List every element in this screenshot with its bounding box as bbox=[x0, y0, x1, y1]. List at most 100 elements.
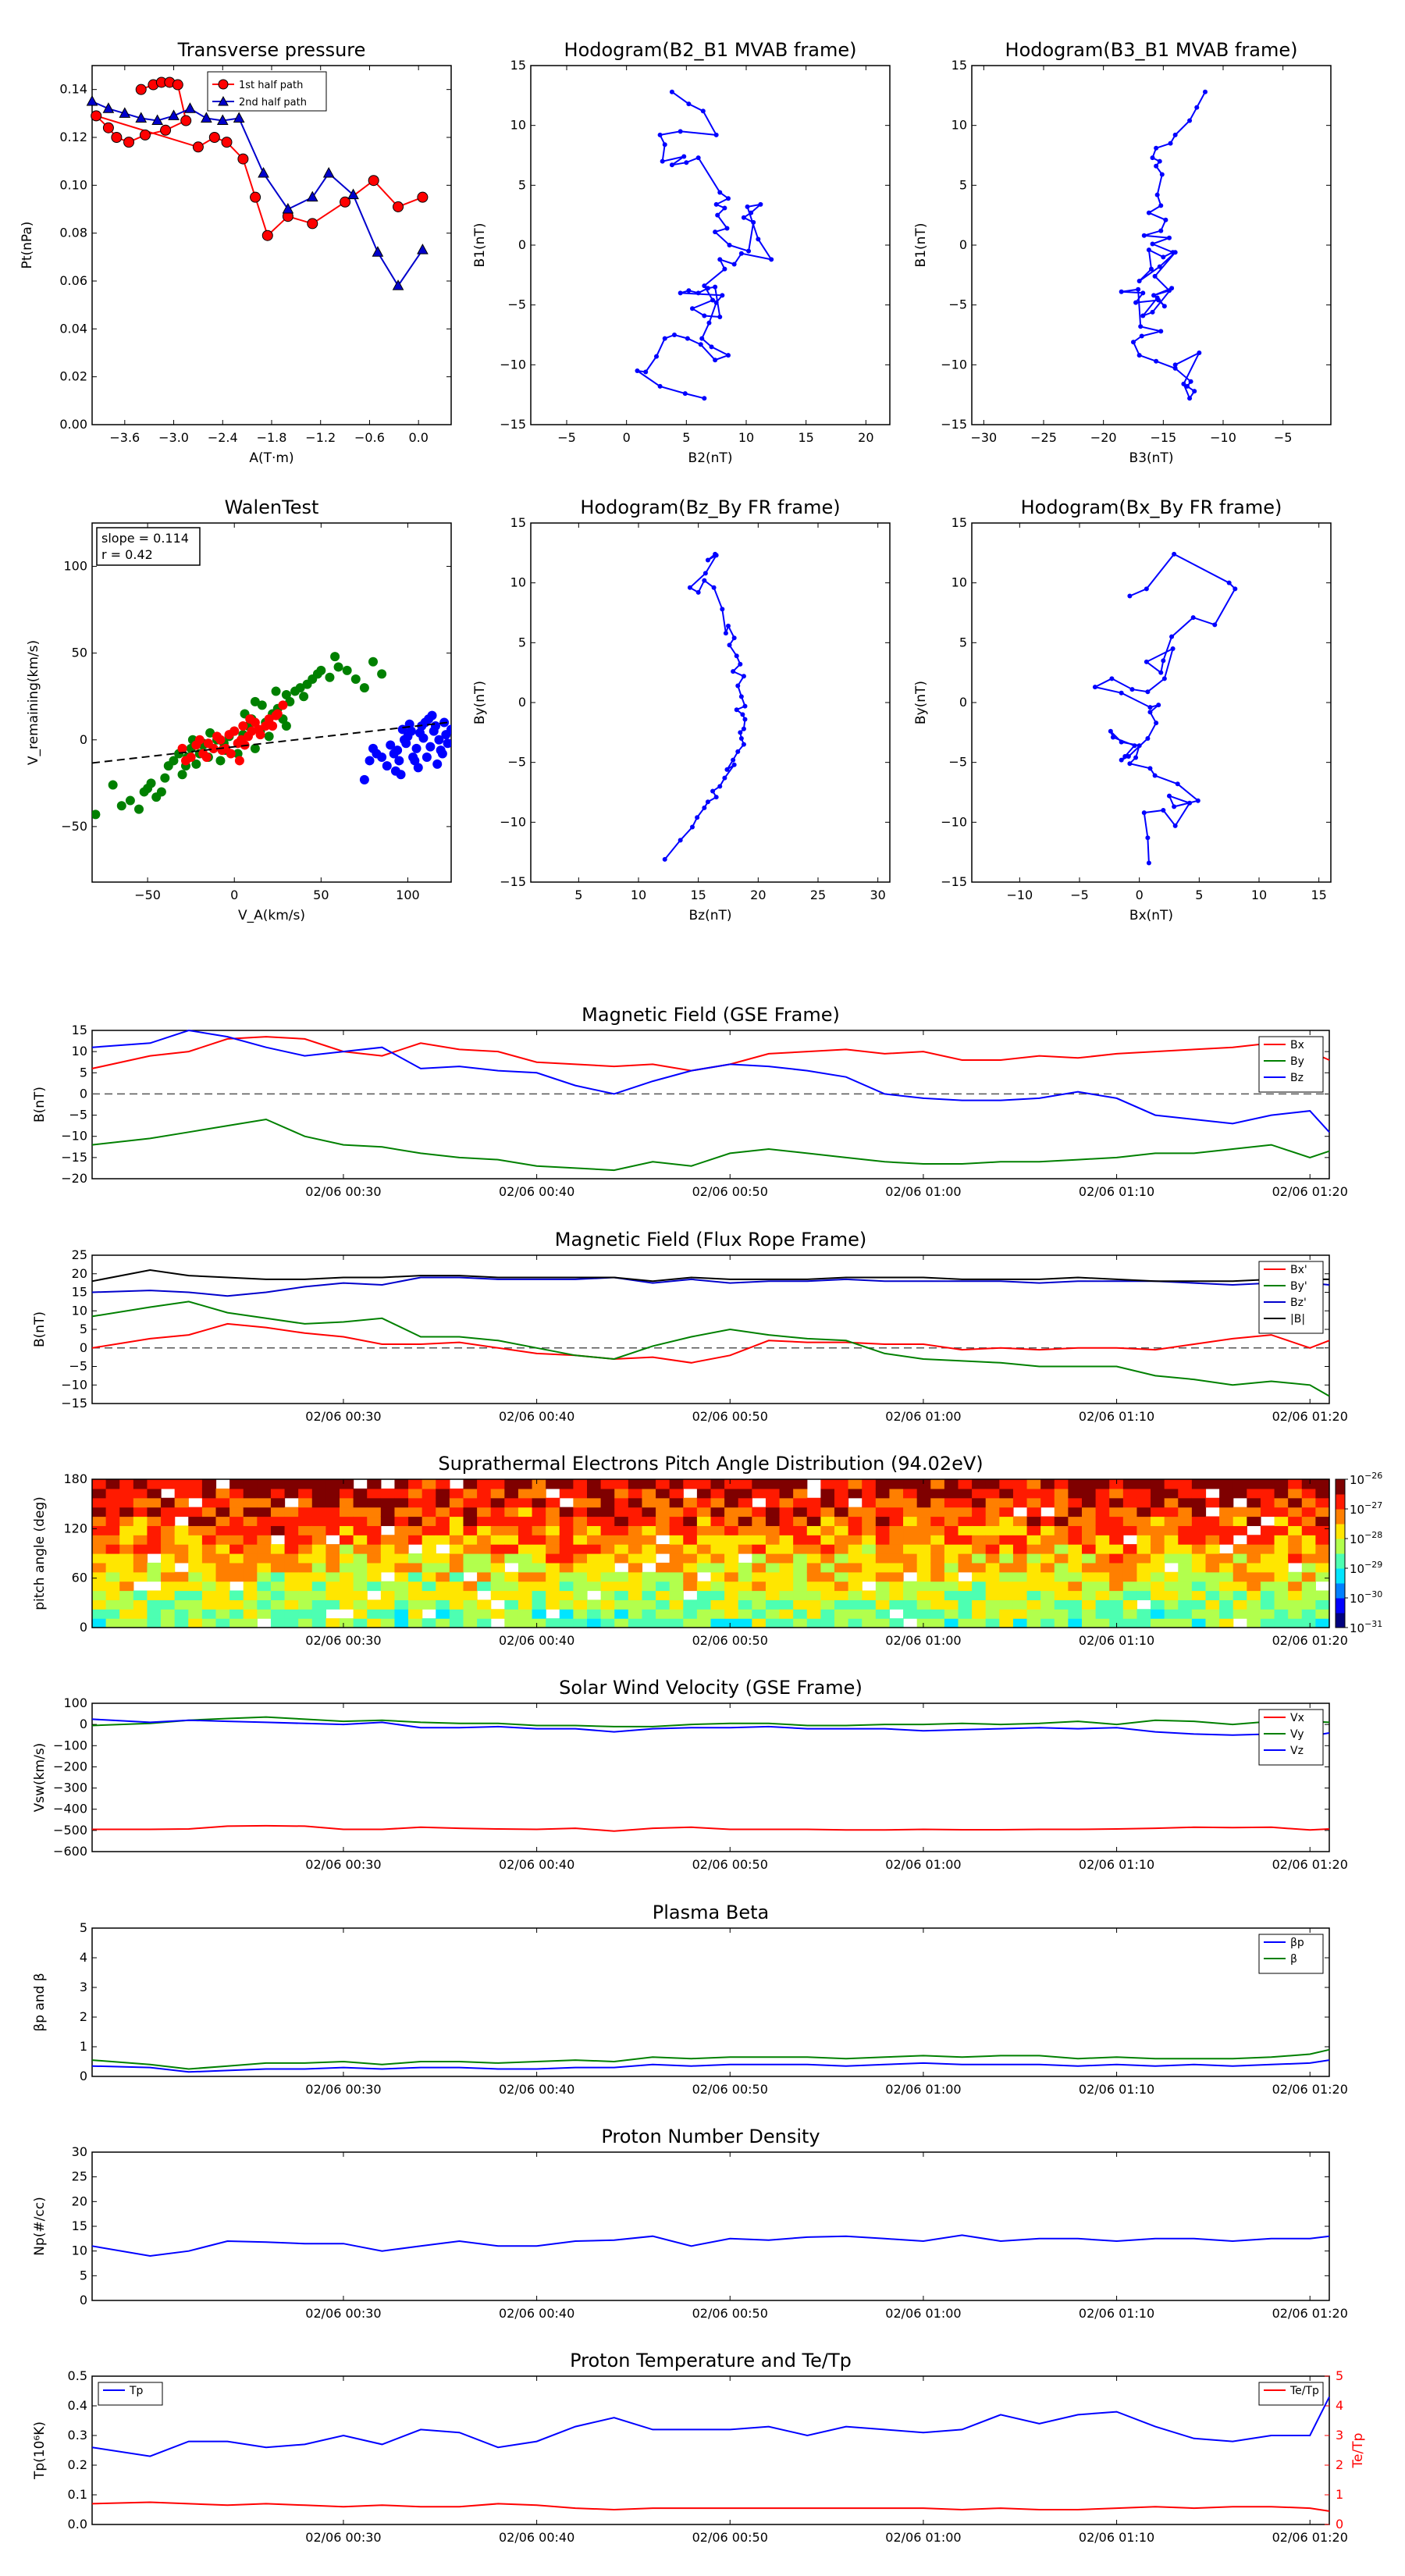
heatmap-cell bbox=[642, 1516, 656, 1526]
heatmap-cell bbox=[779, 1535, 794, 1545]
heatmap-cell bbox=[738, 1525, 752, 1535]
x-tick-label: −1.2 bbox=[305, 430, 336, 445]
series-line bbox=[91, 2059, 1330, 2073]
data-point bbox=[717, 784, 723, 789]
heatmap-cell bbox=[353, 1516, 368, 1526]
heatmap-cell bbox=[972, 1544, 987, 1554]
data-point bbox=[201, 753, 212, 762]
heatmap-cell bbox=[463, 1479, 478, 1489]
heatmap-cell bbox=[174, 1571, 189, 1582]
colorbar-segment bbox=[1336, 1550, 1345, 1554]
heatmap-cell bbox=[1164, 1488, 1179, 1499]
heatmap-cell bbox=[449, 1571, 464, 1582]
heatmap-cell bbox=[573, 1488, 588, 1499]
x-tick-label: 10 bbox=[631, 888, 646, 902]
heatmap-cell bbox=[105, 1497, 120, 1508]
heatmap-cell bbox=[1012, 1599, 1028, 1610]
heatmap-cell bbox=[229, 1609, 244, 1619]
heatmap-cell bbox=[999, 1581, 1014, 1592]
legend-box bbox=[1258, 1036, 1324, 1093]
heatmap-cell bbox=[600, 1590, 615, 1600]
heatmap-cell bbox=[1247, 1488, 1261, 1499]
heatmap-cell bbox=[215, 1553, 230, 1564]
heatmap-cell bbox=[92, 1609, 107, 1619]
heatmap-cell bbox=[311, 1488, 326, 1499]
heatmap-cell bbox=[573, 1525, 588, 1535]
heatmap-cell bbox=[683, 1581, 698, 1592]
data-point bbox=[316, 665, 326, 675]
data-point bbox=[1131, 340, 1136, 345]
heatmap-cell bbox=[765, 1553, 781, 1564]
data-point bbox=[1181, 381, 1186, 386]
data-point bbox=[1187, 118, 1193, 123]
heatmap-cell bbox=[490, 1479, 505, 1489]
data-point bbox=[116, 801, 126, 811]
data-point bbox=[92, 809, 101, 820]
data-point bbox=[365, 756, 375, 766]
plot-frame bbox=[91, 522, 452, 883]
heatmap-cell bbox=[1178, 1535, 1193, 1545]
heatmap-cell bbox=[916, 1488, 931, 1499]
heatmap-cell bbox=[683, 1535, 698, 1545]
heatmap-cell bbox=[1191, 1535, 1207, 1545]
data-point bbox=[1141, 233, 1147, 238]
heatmap-cell bbox=[656, 1571, 670, 1582]
heatmap-cell bbox=[587, 1553, 602, 1564]
data-point bbox=[662, 142, 667, 148]
y-tick-label: 0 bbox=[80, 1086, 87, 1101]
heatmap-cell bbox=[449, 1590, 464, 1600]
data-point bbox=[1092, 685, 1097, 690]
heatmap-cell bbox=[504, 1544, 519, 1554]
heatmap-cell bbox=[642, 1507, 656, 1517]
heatmap-cell bbox=[270, 1562, 286, 1573]
heatmap-cell bbox=[1191, 1507, 1207, 1517]
data-point bbox=[695, 290, 701, 296]
heatmap-cell bbox=[422, 1571, 436, 1582]
heatmap-cell bbox=[284, 1479, 299, 1489]
heatmap-cell bbox=[147, 1525, 162, 1535]
heatmap-cell bbox=[793, 1544, 808, 1554]
heatmap-cell bbox=[1260, 1599, 1275, 1610]
heatmap-cell bbox=[696, 1618, 712, 1628]
panel-title: Hodogram(B2_B1 MVAB frame) bbox=[564, 39, 857, 61]
heatmap-cell bbox=[504, 1599, 519, 1610]
heatmap-cell bbox=[270, 1516, 286, 1526]
heatmap-cell bbox=[1136, 1590, 1151, 1600]
data-point bbox=[394, 756, 404, 766]
heatmap-cell bbox=[490, 1581, 505, 1592]
heatmap-cell bbox=[353, 1544, 368, 1554]
data-point bbox=[702, 571, 708, 576]
data-point bbox=[1147, 710, 1153, 715]
heatmap-cell bbox=[201, 1581, 217, 1592]
heatmap-cell bbox=[1040, 1525, 1055, 1535]
heatmap-cell bbox=[765, 1581, 781, 1592]
heatmap-cell bbox=[408, 1497, 423, 1508]
heatmap-cell bbox=[628, 1497, 643, 1508]
colorbar-tick-label: 10−26 bbox=[1350, 1471, 1382, 1487]
heatmap-cell bbox=[92, 1599, 107, 1610]
heatmap-cell bbox=[215, 1599, 230, 1610]
heatmap-cell bbox=[1151, 1525, 1165, 1535]
heatmap-cell bbox=[944, 1488, 959, 1499]
heatmap-cell bbox=[257, 1535, 272, 1545]
annotation-r: r = 0.42 bbox=[101, 547, 153, 562]
heatmap-cell bbox=[311, 1535, 326, 1545]
heatmap-cell bbox=[1219, 1581, 1234, 1592]
heatmap-cell bbox=[1301, 1516, 1316, 1526]
heatmap-cell bbox=[490, 1507, 505, 1517]
data-point bbox=[1152, 773, 1158, 778]
heatmap-cell bbox=[119, 1562, 134, 1573]
colorbar-segment bbox=[1336, 1553, 1345, 1557]
heatmap-cell bbox=[724, 1488, 739, 1499]
data-point bbox=[123, 137, 135, 148]
x-tick-label: 02/06 00:50 bbox=[692, 2306, 768, 2321]
heatmap-cell bbox=[311, 1497, 326, 1508]
heatmap-cell bbox=[490, 1544, 505, 1554]
heatmap-cell bbox=[408, 1479, 423, 1489]
heatmap-cell bbox=[985, 1544, 1000, 1554]
x-tick-label: −5 bbox=[1070, 888, 1089, 902]
heatmap-cell bbox=[1288, 1525, 1303, 1535]
heatmap-cell bbox=[642, 1599, 656, 1610]
data-point bbox=[418, 733, 429, 743]
heatmap-cell bbox=[972, 1609, 987, 1619]
